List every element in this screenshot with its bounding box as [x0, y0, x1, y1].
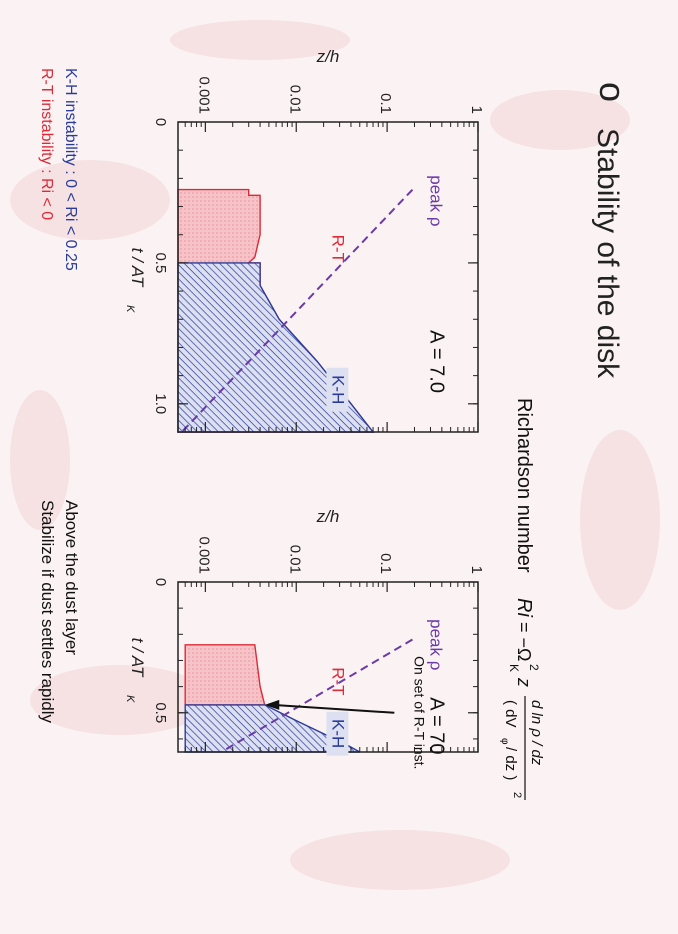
onset-arrowhead [264, 699, 280, 710]
kh-label-bg [326, 367, 349, 412]
formula-lhs: Ri [513, 598, 535, 617]
annotation-label: peak ρ [426, 175, 445, 226]
rt-instability-note: R-T instability : Ri < 0 [38, 68, 55, 220]
y-tick-label: 0.01 [286, 545, 303, 574]
y-tick-label: 0.001 [195, 536, 212, 574]
annotation-label: On set of R-T inst. [411, 656, 427, 769]
x-tick-label: 0 [152, 578, 169, 586]
kh-instability-note: K-H instability : 0 < Ri < 0.25 [62, 68, 79, 271]
stabilize-note: Stabilize if dust settles rapidly [38, 500, 57, 723]
annotation-label: A = 70 [425, 697, 447, 754]
annotation-label: A = 7.0 [425, 330, 447, 393]
plot-frame [177, 121, 479, 433]
kh-label-bg [326, 711, 349, 756]
slide-title: Stability of the disk [591, 128, 624, 379]
formula-denominator-end: / dz ) [502, 747, 519, 780]
peak-line [181, 188, 414, 433]
y-tick-label: 1 [468, 106, 485, 114]
x-tick-label: 1.0 [152, 393, 169, 414]
richardson-formula: Ri = −Ω 2 K z d ln ρ / dz ( dV φ / dz ) … [499, 598, 545, 800]
above-dust-note: Above the dust layer [62, 500, 81, 655]
onset-arrow [272, 703, 395, 714]
paper-texture [10, 20, 660, 890]
formula-sub: K [507, 664, 521, 672]
y-tick-label: 0.001 [195, 76, 212, 114]
annotation-label: K-H [328, 375, 347, 404]
x-tick-label: 0.5 [152, 702, 169, 723]
y-axis-label: z/h [316, 507, 340, 526]
x-axis-label: t / AT [128, 638, 147, 678]
peak-line [220, 638, 413, 753]
x-tick-label: 0.5 [152, 252, 169, 273]
y-tick-label: 0.1 [377, 553, 394, 574]
y-tick-label: 0.1 [377, 93, 394, 114]
richardson-label: Richardson number [513, 398, 535, 573]
formula-numerator: d ln ρ / dz [528, 700, 545, 766]
title-bullet: o [592, 82, 633, 102]
formula-denominator: ( dV [502, 700, 519, 728]
annotation-label: K-H [328, 719, 347, 748]
annotation-label: R-T [328, 235, 347, 263]
formula-denominator-sub: φ [499, 738, 510, 745]
formula-equals: = −Ω [514, 622, 534, 661]
annotation-label: peak ρ [426, 619, 445, 670]
region-r-t [184, 644, 266, 706]
formula-z: z [514, 677, 534, 687]
x-axis-label-sub: K [124, 695, 136, 703]
annotation-label: R-T [328, 667, 347, 695]
slide-content: o Stability of the disk Richardson numbe… [38, 47, 633, 800]
y-tick-label: 1 [468, 566, 485, 574]
x-axis-label: t / AT [128, 248, 147, 288]
x-tick-label: 0 [152, 118, 169, 126]
y-tick-label: 0.01 [286, 85, 303, 114]
x-axis-label-sub: K [124, 305, 136, 313]
y-axis-label: z/h [316, 47, 340, 66]
formula-sup: 2 [527, 664, 541, 671]
formula-denominator-sup: 2 [511, 792, 523, 798]
